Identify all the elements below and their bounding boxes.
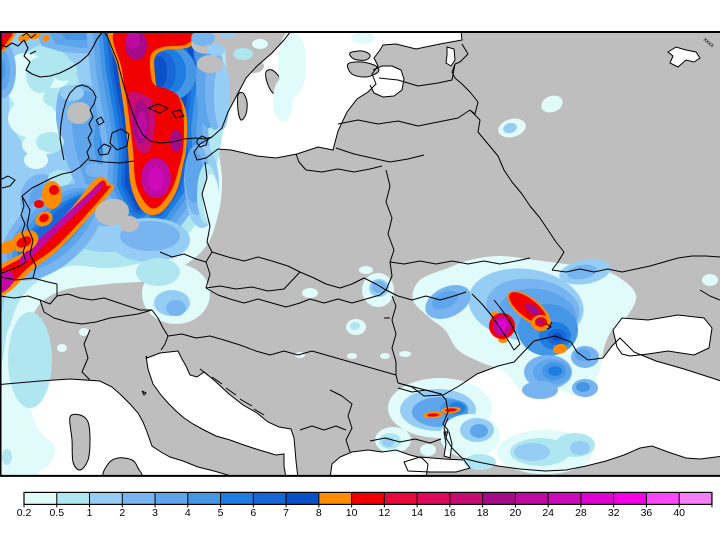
- svg-text:3: 3: [152, 507, 158, 519]
- svg-text:0.2: 0.2: [17, 507, 32, 519]
- svg-text:16: 16: [444, 507, 456, 519]
- svg-text:1: 1: [87, 507, 93, 519]
- svg-text:6: 6: [250, 507, 256, 519]
- svg-text:20: 20: [510, 507, 522, 519]
- svg-text:32: 32: [608, 507, 620, 519]
- svg-text:18: 18: [477, 507, 489, 519]
- svg-text:4: 4: [185, 507, 191, 519]
- svg-text:12: 12: [379, 507, 391, 519]
- svg-text:5: 5: [218, 507, 224, 519]
- svg-text:14: 14: [411, 507, 423, 519]
- svg-text:24: 24: [542, 507, 554, 519]
- svg-text:36: 36: [641, 507, 653, 519]
- svg-text:8: 8: [316, 507, 322, 519]
- svg-text:0.5: 0.5: [49, 507, 64, 519]
- svg-text:10: 10: [346, 507, 358, 519]
- svg-text:2: 2: [119, 507, 125, 519]
- svg-text:40: 40: [673, 507, 685, 519]
- svg-text:7: 7: [283, 507, 289, 519]
- svg-text:28: 28: [575, 507, 587, 519]
